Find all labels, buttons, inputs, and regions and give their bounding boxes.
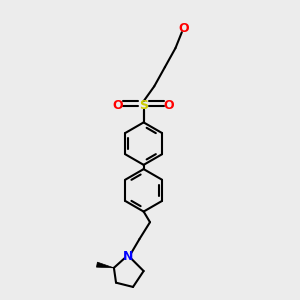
Polygon shape xyxy=(97,262,114,268)
Text: O: O xyxy=(113,99,124,112)
Text: N: N xyxy=(122,250,133,263)
Text: O: O xyxy=(179,22,189,35)
Text: S: S xyxy=(139,99,148,112)
Text: O: O xyxy=(164,99,174,112)
